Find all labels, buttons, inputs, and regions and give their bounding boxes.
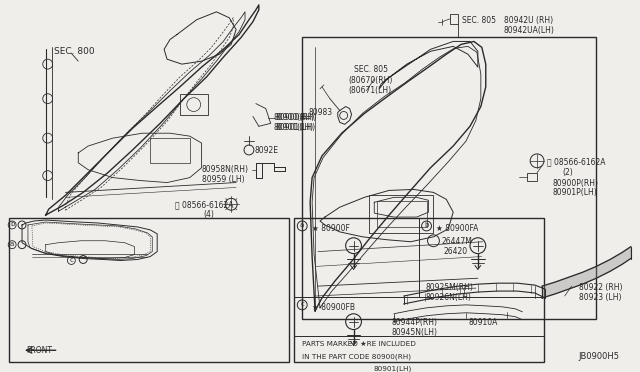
Bar <box>527 173 537 180</box>
Text: 80900(RH): 80900(RH) <box>274 113 315 122</box>
Circle shape <box>225 198 237 210</box>
Circle shape <box>428 235 440 247</box>
Text: JB0900H5: JB0900H5 <box>579 352 620 361</box>
Circle shape <box>346 314 362 330</box>
Text: 80901(LH): 80901(LH) <box>274 124 314 132</box>
Text: 80900P(RH): 80900P(RH) <box>553 179 599 187</box>
Text: (2): (2) <box>563 168 573 177</box>
Text: 8092E: 8092E <box>255 146 279 155</box>
Circle shape <box>18 221 26 229</box>
Text: c: c <box>69 257 74 263</box>
Text: 80959 (LH): 80959 (LH) <box>202 174 244 184</box>
Polygon shape <box>542 247 631 298</box>
Text: 80925M(RH): 80925M(RH) <box>426 283 474 292</box>
Text: 80958N(RH): 80958N(RH) <box>202 165 248 174</box>
Bar <box>150 138 190 163</box>
Text: ★ 80900F: ★ 80900F <box>312 224 350 233</box>
Text: c: c <box>300 301 304 307</box>
Bar <box>302 38 596 319</box>
Text: 80910A: 80910A <box>468 318 497 327</box>
Text: 80944P(RH): 80944P(RH) <box>391 318 437 327</box>
Text: ★ 80900FA: ★ 80900FA <box>436 224 479 233</box>
Text: IN THE PART CODE 80900(RH): IN THE PART CODE 80900(RH) <box>302 353 412 360</box>
Text: 26420: 26420 <box>444 247 467 256</box>
Text: 80900(RH): 80900(RH) <box>276 113 317 122</box>
Circle shape <box>346 238 362 254</box>
Bar <box>369 195 433 233</box>
Text: 80983: 80983 <box>308 108 332 116</box>
Bar <box>377 201 427 227</box>
Bar <box>451 14 458 24</box>
Text: (80670(RH): (80670(RH) <box>349 76 393 85</box>
Text: 80923 (LH): 80923 (LH) <box>579 293 621 302</box>
Text: PARTS MARKED ★RE INCLUDED: PARTS MARKED ★RE INCLUDED <box>302 341 416 347</box>
Bar <box>9 218 289 362</box>
Text: FRONT: FRONT <box>26 346 52 355</box>
Text: SEC. 805: SEC. 805 <box>353 65 388 74</box>
Text: 80901P(LH): 80901P(LH) <box>553 189 598 198</box>
Bar <box>180 94 207 115</box>
Text: 80942UA(LH): 80942UA(LH) <box>504 26 554 35</box>
Text: 26447M: 26447M <box>442 237 472 246</box>
Bar <box>294 218 544 362</box>
Circle shape <box>18 241 26 248</box>
Text: 80945N(LH): 80945N(LH) <box>391 328 437 337</box>
Circle shape <box>79 256 87 263</box>
Text: b: b <box>10 221 14 227</box>
Text: a: a <box>10 241 14 247</box>
Text: (4): (4) <box>204 210 214 219</box>
Text: 80901(LH): 80901(LH) <box>276 124 316 132</box>
Text: 80942U (RH): 80942U (RH) <box>504 16 553 25</box>
Text: a: a <box>300 222 305 228</box>
Text: (80671(LH): (80671(LH) <box>349 86 392 95</box>
Text: 80922 (RH): 80922 (RH) <box>579 283 622 292</box>
Text: 80926N(LH): 80926N(LH) <box>426 293 472 302</box>
Text: 80901(LH): 80901(LH) <box>373 365 412 372</box>
Text: SEC. 805: SEC. 805 <box>462 16 496 25</box>
Text: SEC. 800: SEC. 800 <box>54 47 94 57</box>
Text: b: b <box>424 222 429 228</box>
Text: Ⓑ 08566-6162A: Ⓑ 08566-6162A <box>175 200 234 209</box>
Circle shape <box>530 154 544 168</box>
Text: ★ 80900FB: ★ 80900FB <box>312 303 355 312</box>
Text: Ⓑ 08566-6162A: Ⓑ 08566-6162A <box>547 157 605 166</box>
Circle shape <box>470 238 486 254</box>
